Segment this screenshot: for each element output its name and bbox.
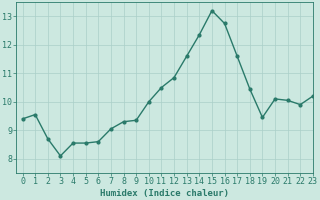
X-axis label: Humidex (Indice chaleur): Humidex (Indice chaleur) [100, 189, 229, 198]
